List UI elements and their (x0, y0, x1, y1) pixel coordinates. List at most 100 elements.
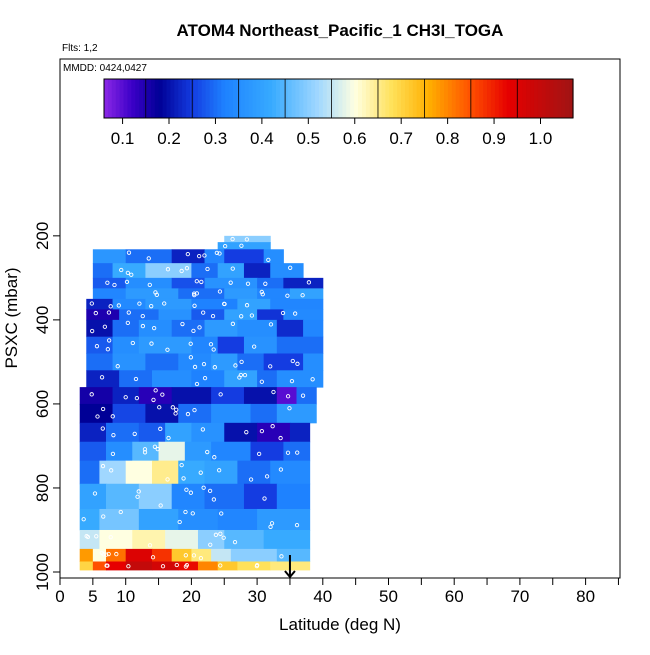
y-tick-label: 1000 (33, 553, 52, 591)
colorbar-swatch (248, 79, 254, 118)
sample-point (123, 395, 128, 400)
colorbar-swatch (135, 79, 140, 118)
sample-point (197, 325, 202, 330)
colorbar-swatch (174, 79, 179, 118)
sample-point (125, 320, 131, 326)
sample-point (233, 363, 238, 368)
sample-point (84, 533, 89, 539)
heatmap-cell (171, 548, 192, 562)
heatmap-cell (112, 263, 146, 279)
sample-point (222, 243, 228, 249)
colorbar-swatch (498, 79, 504, 118)
sample-point (192, 408, 197, 413)
sample-point (205, 449, 210, 455)
sample-point (114, 551, 119, 557)
colorbar-swatch (104, 79, 109, 118)
sample-point (140, 313, 145, 319)
x-axis-label: Latitude (deg N) (279, 615, 401, 634)
x-tick-label: 60 (445, 587, 464, 606)
heatmap-cell (178, 403, 212, 424)
sample-point (260, 292, 265, 297)
sample-point (154, 292, 159, 297)
y-tick-label: 400 (33, 306, 52, 334)
sample-point (160, 564, 166, 569)
colorbar-swatch (232, 79, 238, 118)
sample-point (263, 281, 268, 286)
heatmap-cell (283, 441, 311, 462)
heatmap-cell (119, 370, 153, 388)
sample-point (310, 377, 315, 382)
sample-point (158, 426, 163, 431)
colorbar-swatch (365, 79, 371, 118)
heatmap-cell (296, 387, 317, 405)
heatmap-cell (165, 422, 192, 443)
heatmap-cell (289, 288, 324, 300)
heatmap-cell (243, 263, 271, 279)
colorbar-swatch (318, 79, 324, 118)
heatmap-cell (132, 441, 160, 462)
sample-point (106, 310, 112, 315)
heatmap-cell (257, 370, 278, 388)
heatmap-cell (250, 403, 278, 424)
colorbar-swatch (299, 79, 304, 118)
sample-point (108, 535, 113, 540)
heatmap-cell (217, 263, 245, 279)
heatmap-cell (119, 309, 160, 321)
colorbar-swatch (510, 79, 515, 118)
sample-point (285, 394, 291, 399)
heatmap-cell (79, 387, 114, 405)
colorbar-swatch (420, 79, 426, 118)
colorbar-swatch (408, 79, 414, 118)
sample-point (221, 535, 226, 540)
heatmap-cell (263, 249, 284, 264)
sample-point (191, 328, 196, 334)
flights-label: Flts: 1,2 (62, 43, 98, 54)
sample-point (170, 405, 175, 410)
sample-point (158, 503, 163, 508)
sample-point (288, 265, 293, 270)
heatmap-cell (243, 483, 278, 510)
surface-marker (284, 555, 296, 579)
colorbar-swatch (506, 79, 512, 118)
colorbar-swatch (139, 79, 144, 118)
colorbar-swatch (154, 79, 160, 118)
sample-point (179, 268, 184, 274)
sample-point (266, 257, 271, 263)
heatmap-cell (158, 309, 192, 321)
heatmap-cell (79, 403, 114, 424)
sample-point (211, 347, 216, 352)
colorbar-swatch (569, 79, 574, 118)
heatmap-cell (79, 460, 100, 485)
colorbar: 0.1 0.2 0.3 0.4 0.5 0.6 0.7 0.8 0.9 1.0 (103, 78, 574, 148)
sample-point (218, 531, 223, 536)
heatmap-cell (92, 263, 114, 279)
heatmap-cell (112, 319, 140, 338)
colorbar-swatch (236, 79, 242, 118)
heatmap-cell (151, 370, 192, 388)
heatmap-cell (86, 309, 120, 321)
sample-points (81, 236, 315, 569)
sample-point (95, 414, 100, 419)
colorbar-swatch (213, 79, 218, 118)
sample-point (105, 280, 110, 285)
colorbar-swatch (444, 79, 449, 118)
sample-point (177, 519, 182, 525)
heatmap-cell (283, 309, 324, 321)
colorbar-swatch (268, 79, 273, 118)
heatmap-cell (237, 460, 271, 485)
y-tick-label: 600 (33, 390, 52, 418)
x-tick-label: 50 (379, 587, 398, 606)
sample-point (94, 344, 100, 349)
sample-point (190, 511, 195, 516)
sample-point (268, 322, 274, 327)
colorbar-swatch (358, 79, 363, 118)
colorbar-swatch (127, 79, 132, 118)
heatmap-cell (158, 441, 186, 462)
heatmap-cell (211, 353, 238, 371)
sample-point (218, 392, 223, 397)
sample-point (81, 517, 86, 522)
sample-point (259, 289, 264, 295)
heatmap-cell (276, 548, 311, 562)
heatmap-cell (86, 353, 114, 371)
colorbar-swatch (561, 79, 566, 118)
